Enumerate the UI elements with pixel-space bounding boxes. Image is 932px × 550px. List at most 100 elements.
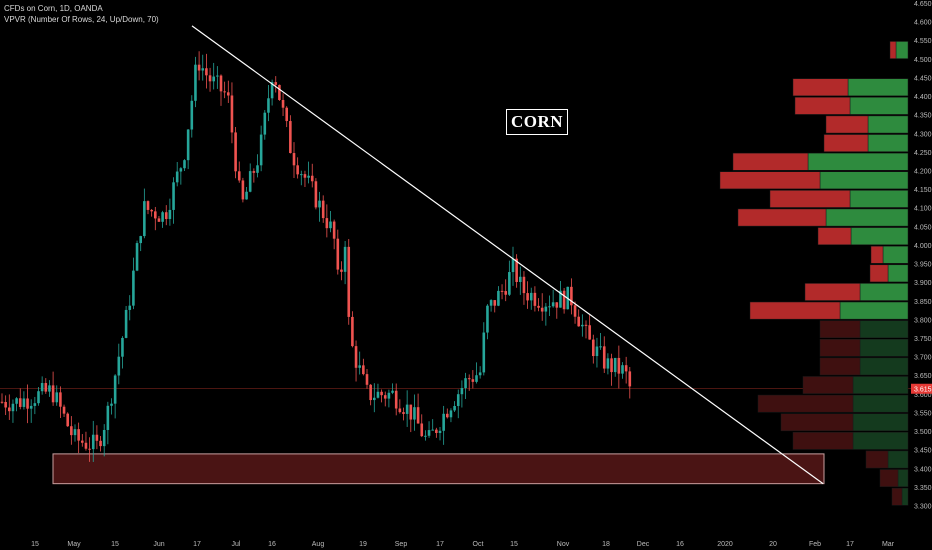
vp-up-bar (839, 301, 909, 320)
vp-down-bar (819, 320, 861, 339)
candle-body (387, 392, 391, 399)
candle-body (369, 384, 372, 401)
vp-up-bar (897, 469, 909, 487)
candle-body (121, 337, 124, 357)
vp-up-bar (807, 152, 909, 171)
candle-body (227, 92, 230, 96)
vp-up-bar (849, 97, 909, 115)
vp-down-bar (794, 97, 851, 115)
candle-body (515, 258, 518, 282)
y-tick-label: 4.200 (914, 169, 932, 176)
candle-body (456, 394, 460, 407)
vp-down-bar (737, 208, 827, 227)
x-tick-label: Nov (557, 541, 570, 548)
vp-up-bar (882, 245, 909, 264)
candle-body (29, 405, 33, 409)
candle-body (33, 403, 37, 406)
candle-body (551, 302, 555, 307)
vp-up-bar (859, 338, 909, 357)
candle-body (362, 365, 365, 375)
vp-up-bar (887, 450, 909, 469)
candle-body (325, 218, 329, 229)
candle-body (81, 440, 84, 443)
candle-body (164, 212, 168, 219)
candle-body (289, 121, 292, 154)
y-tick-label: 4.450 (914, 75, 932, 82)
y-tick-label: 4.050 (914, 224, 932, 231)
candle-body (88, 448, 91, 450)
candle-body (241, 180, 245, 200)
candle-body (124, 309, 128, 338)
x-tick-label: Sep (395, 541, 408, 548)
candle-body (51, 385, 55, 403)
candle-body (540, 307, 544, 312)
y-tick-label: 4.150 (914, 187, 932, 194)
candle-body (8, 407, 11, 412)
chart-title: CFDs on Corn, 1D, OANDA (4, 4, 103, 13)
x-tick-label: 20 (769, 541, 777, 548)
candle-body (117, 356, 121, 376)
y-tick-label: 4.500 (914, 57, 932, 64)
y-tick-label: 3.950 (914, 262, 932, 269)
candle-body (398, 408, 402, 413)
candle-body (11, 403, 15, 412)
vp-up-bar (859, 320, 909, 339)
candle-body (292, 153, 296, 166)
candle-body (194, 64, 197, 101)
candle-body (62, 406, 66, 414)
candle-body (489, 300, 493, 306)
candle-body (599, 346, 602, 348)
vp-up-bar (852, 394, 909, 413)
candle-body (511, 258, 515, 273)
candle-body (314, 181, 318, 208)
candle-body (613, 357, 617, 373)
candle-body (37, 391, 40, 404)
candle-body (95, 434, 99, 441)
candle-body (296, 165, 299, 175)
vp-down-bar (719, 171, 821, 190)
y-tick-label: 4.300 (914, 131, 932, 138)
indicator-legend: VPVR (Number Of Rows, 24, Up/Down, 70) (4, 15, 159, 24)
vp-down-bar (870, 245, 884, 264)
candle-body (376, 391, 380, 398)
vp-up-bar (819, 171, 909, 190)
candle-body (529, 292, 533, 301)
candle-body (190, 100, 194, 130)
candle-body (478, 372, 482, 376)
candle-body (555, 302, 559, 308)
vp-up-bar (852, 376, 909, 394)
candle-body (624, 365, 628, 372)
vp-down-bar (823, 134, 869, 152)
candle-body (285, 107, 288, 122)
candle-body (351, 316, 354, 347)
vp-up-bar (847, 78, 909, 97)
candle-body (519, 276, 522, 282)
candle-body (44, 383, 48, 392)
candle-body (559, 290, 562, 308)
vp-down-bar (819, 338, 861, 357)
vp-down-bar (869, 264, 889, 283)
vp-up-bar (852, 413, 909, 432)
candle-body (66, 413, 69, 427)
candle-body (343, 246, 347, 272)
y-tick-label: 3.400 (914, 466, 932, 473)
y-tick-label: 3.500 (914, 429, 932, 436)
candle-body (248, 171, 252, 192)
vp-up-bar (850, 227, 909, 245)
x-tick-label: 18 (602, 541, 610, 548)
candle-body (424, 435, 427, 437)
candle-body (310, 175, 314, 182)
x-tick-label: Jul (232, 541, 241, 548)
candle-body (154, 211, 157, 219)
candle-body (453, 406, 456, 411)
vp-up-bar (867, 134, 909, 152)
candle-body (267, 98, 270, 113)
y-tick-label: 3.700 (914, 355, 932, 362)
vp-up-bar (825, 208, 909, 227)
vp-down-bar (732, 152, 809, 171)
candle-body (161, 212, 164, 222)
candle-body (537, 305, 540, 308)
y-tick-label: 3.900 (914, 280, 932, 287)
candle-body (259, 134, 263, 166)
